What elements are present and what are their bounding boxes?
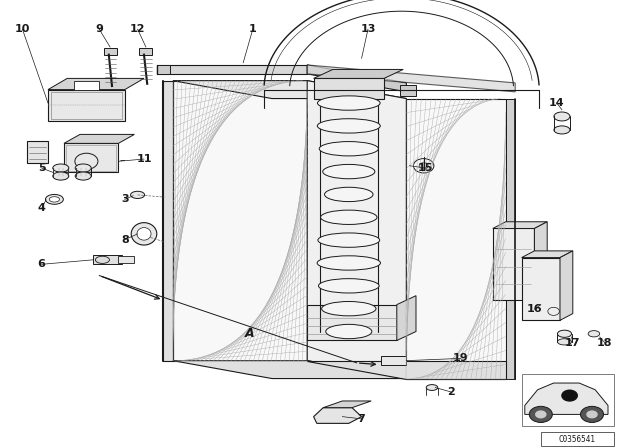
Ellipse shape [52,164,69,172]
Polygon shape [48,78,144,90]
Polygon shape [173,81,406,99]
Ellipse shape [554,112,570,121]
Text: A: A [244,327,255,340]
Ellipse shape [137,228,151,240]
Ellipse shape [419,163,428,169]
Text: 6: 6 [38,259,45,269]
Text: 8: 8 [121,235,129,245]
Ellipse shape [324,187,373,202]
Text: –: – [119,155,125,165]
Polygon shape [314,78,384,99]
Ellipse shape [131,223,157,245]
Text: 1: 1 [249,24,257,34]
Ellipse shape [322,302,376,316]
Text: 14: 14 [549,98,564,108]
Polygon shape [406,99,506,379]
Ellipse shape [426,384,438,390]
Text: 13: 13 [360,24,376,34]
Ellipse shape [588,331,600,337]
Polygon shape [525,383,608,414]
Polygon shape [534,222,547,300]
Text: 5: 5 [38,163,45,173]
Ellipse shape [323,164,375,179]
Polygon shape [397,296,416,340]
Text: 3: 3 [121,194,129,204]
Bar [51,92,122,119]
Polygon shape [381,356,406,365]
Ellipse shape [557,339,572,345]
Polygon shape [27,141,48,163]
Ellipse shape [131,191,145,198]
Polygon shape [163,81,173,361]
Bar [541,432,614,446]
Text: 12: 12 [130,24,145,34]
Text: 19: 19 [453,353,468,363]
Ellipse shape [76,172,92,180]
Ellipse shape [317,256,380,270]
Ellipse shape [317,96,380,110]
Polygon shape [64,143,118,172]
Polygon shape [307,81,406,379]
Text: 11: 11 [136,154,152,164]
Circle shape [535,410,547,418]
Circle shape [586,410,598,418]
Polygon shape [118,256,134,263]
Polygon shape [314,408,362,423]
Polygon shape [64,134,134,143]
Ellipse shape [554,126,570,134]
Text: 16: 16 [527,304,542,314]
Ellipse shape [317,119,380,133]
Text: 7: 7 [358,414,365,424]
Ellipse shape [557,330,572,337]
Text: 15: 15 [418,163,433,173]
Polygon shape [93,255,122,264]
Text: 2: 2 [447,387,455,397]
Polygon shape [74,81,99,90]
Polygon shape [307,361,506,379]
Text: 17: 17 [565,338,580,348]
Polygon shape [493,228,534,300]
Polygon shape [157,65,307,74]
Polygon shape [560,251,573,320]
Ellipse shape [321,210,377,224]
Ellipse shape [319,142,378,156]
Ellipse shape [318,233,380,247]
Bar [157,65,170,74]
Polygon shape [307,65,406,92]
Text: 10: 10 [15,24,30,34]
Polygon shape [522,251,573,258]
Polygon shape [139,48,152,55]
Polygon shape [522,258,560,320]
Ellipse shape [76,164,92,172]
Polygon shape [506,99,515,379]
Text: 18: 18 [597,338,612,348]
Polygon shape [48,90,125,121]
Text: 4: 4 [38,203,45,213]
Circle shape [529,406,552,422]
Polygon shape [493,222,547,228]
Ellipse shape [45,194,63,204]
Polygon shape [173,81,307,361]
Circle shape [562,390,577,401]
Polygon shape [104,48,117,55]
Polygon shape [173,361,406,379]
Bar [400,85,416,96]
Ellipse shape [52,172,69,180]
Polygon shape [323,401,371,408]
Ellipse shape [326,324,372,339]
Polygon shape [314,69,403,78]
Bar [522,374,614,426]
Text: 9: 9 [95,24,103,34]
Ellipse shape [319,279,379,293]
Ellipse shape [49,197,60,202]
Circle shape [580,406,604,422]
Polygon shape [307,65,515,92]
Text: C0356541: C0356541 [559,435,596,444]
Ellipse shape [95,256,109,263]
Polygon shape [307,305,397,340]
Bar [66,145,116,171]
